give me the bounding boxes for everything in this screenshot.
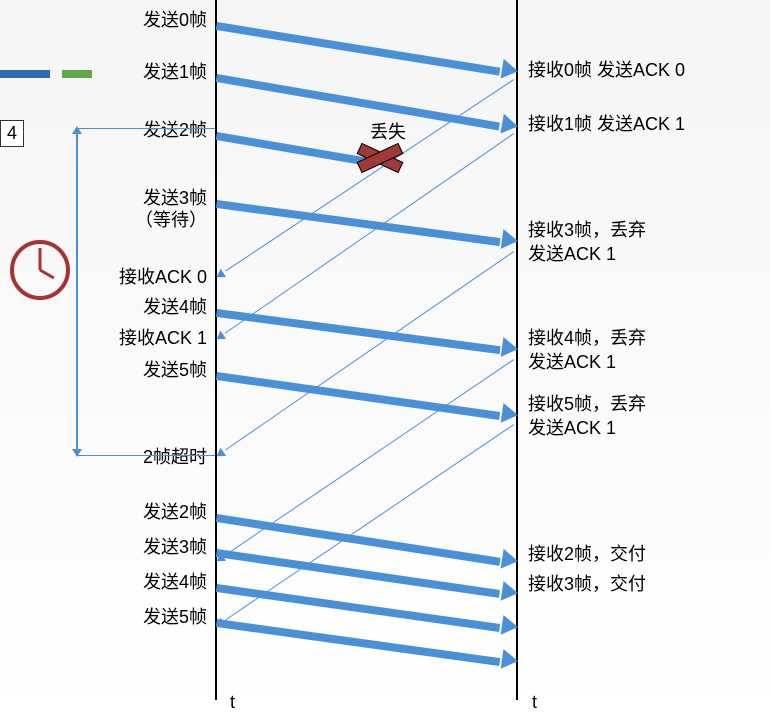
sender-event: 发送5帧 (0, 603, 207, 629)
receiver-event: 发送ACK 1 (528, 348, 616, 374)
receiver-event: 接收3帧，交付 (528, 570, 646, 596)
clock-icon (10, 240, 70, 300)
timeout-bracket (76, 128, 78, 455)
sender-event: 发送0帧 (0, 6, 207, 32)
sequence-diagram: 发送0帧发送1帧发送2帧发送3帧（等待）接收ACK 0发送4帧接收ACK 1发送… (0, 0, 770, 714)
timeout-tick-bottom (76, 455, 215, 456)
legend-green (62, 70, 92, 78)
sender-event: 发送5帧 (0, 356, 207, 382)
receiver-event: 接收5帧，丢弃 (528, 390, 646, 416)
badge-4: 4 (0, 120, 24, 147)
lost-x-icon (360, 138, 400, 178)
data-arrow-head (501, 615, 520, 637)
time-axis-label: t (230, 692, 235, 713)
ack-arrow (225, 251, 514, 450)
data-arrow-head (501, 229, 520, 251)
data-arrow (216, 309, 500, 354)
data-arrow-head (501, 581, 520, 603)
receiver-event: 接收2帧，交付 (528, 540, 646, 566)
receiver-event: 接收1帧 发送ACK 1 (528, 110, 685, 136)
sender-event: 发送2帧 (0, 116, 207, 142)
sender-timeline (215, 0, 217, 700)
timeout-tick-top (76, 128, 215, 129)
data-arrow (216, 22, 500, 76)
receiver-event: 接收3帧，丢弃 (528, 216, 646, 242)
data-arrow-head (501, 549, 520, 571)
time-axis-label: t (532, 692, 537, 713)
receiver-event: 发送ACK 1 (528, 414, 616, 440)
lost-data-arrow (216, 132, 367, 166)
data-arrow-head (501, 337, 519, 359)
data-arrow-head (501, 403, 520, 425)
receiver-event: 接收0帧 发送ACK 0 (528, 56, 685, 82)
sender-event: 发送4帧 (0, 568, 207, 594)
sender-event: 2帧超时 (0, 443, 207, 469)
receiver-event: 发送ACK 1 (528, 240, 616, 266)
data-arrow (216, 74, 501, 131)
sender-event: 发送2帧 (0, 498, 207, 524)
ack-arrow (225, 359, 514, 555)
data-arrow-head (500, 113, 519, 135)
sender-event: （等待） (0, 206, 207, 232)
legend-blue (0, 70, 50, 78)
sender-event: 接收ACK 1 (0, 324, 207, 350)
sender-event: 发送3帧 (0, 533, 207, 559)
receiver-event: 接收4帧，丢弃 (528, 324, 646, 350)
data-arrow-head (501, 649, 520, 671)
data-arrow-head (501, 59, 520, 81)
